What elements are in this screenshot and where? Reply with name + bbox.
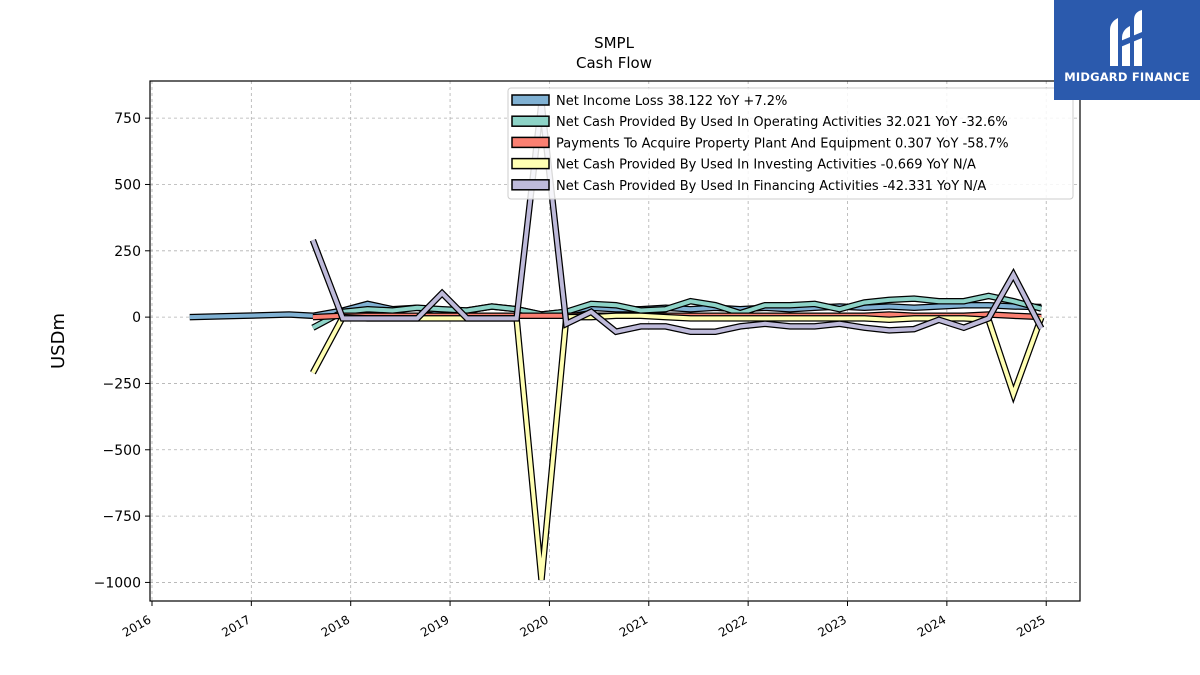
y-tick-label: 500 — [114, 177, 141, 193]
series-3-outline — [310, 312, 1045, 581]
y-tick-label: 0 — [132, 310, 141, 326]
plot-frame — [149, 80, 1081, 602]
y-tick-label: −750 — [103, 509, 141, 525]
legend-entry: Net Cash Provided By Used In Investing A… — [556, 158, 976, 173]
y-axis-label: USDm — [48, 313, 69, 369]
x-tick-label: 2016 — [120, 612, 153, 639]
legend-entry: Net Cash Provided By Used In Financing A… — [556, 179, 986, 194]
y-axis-ticks: −1000 −750 −500 −250 0 250 500 750 — [94, 111, 150, 591]
series-1-line — [311, 293, 1042, 330]
brand-logo: MIDGARD FINANCE — [1054, 0, 1200, 100]
series-4-line — [311, 101, 1044, 334]
legend-entry: Net Income Loss 38.122 YoY +7.2% — [556, 94, 787, 109]
chart-title: SMPL — [594, 34, 635, 52]
x-axis-ticks: 2016 2017 2018 2019 2020 2021 2022 2023 2024 2025 — [120, 601, 1048, 640]
y-tick-label: 250 — [114, 244, 141, 260]
series-3-line — [311, 313, 1044, 580]
y-tick-label: 750 — [114, 111, 141, 127]
legend-swatch — [511, 115, 550, 127]
y-tick-label: −1000 — [94, 575, 141, 591]
legend-box — [507, 87, 1074, 200]
legend-entry: Payments To Acquire Property Plant And E… — [556, 136, 1009, 151]
series-lines — [189, 101, 1045, 581]
x-tick-label: 2018 — [319, 612, 352, 639]
x-tick-label: 2021 — [617, 612, 650, 639]
x-tick-label: 2017 — [219, 612, 252, 639]
x-tick-label: 2020 — [517, 612, 550, 639]
legend: Net Income Loss 38.122 YoY +7.2% Net Cash… — [507, 87, 1074, 200]
x-tick-label: 2023 — [816, 612, 849, 639]
y-tick-label: −250 — [103, 376, 141, 392]
y-tick-label: −500 — [103, 443, 141, 459]
logo-mark-icon — [1110, 10, 1142, 66]
legend-swatch — [511, 94, 550, 106]
x-tick-label: 2019 — [418, 612, 451, 639]
legend-swatch — [511, 136, 550, 149]
legend-entry: Net Cash Provided By Used In Operating A… — [556, 115, 1008, 130]
brand-name: MIDGARD FINANCE — [1064, 70, 1190, 84]
x-tick-label: 2024 — [915, 612, 948, 639]
chart-subtitle: Cash Flow — [576, 54, 652, 72]
legend-swatch — [511, 157, 550, 170]
legend-swatch — [511, 179, 550, 191]
x-tick-label: 2022 — [716, 612, 749, 639]
x-tick-label: 2025 — [1014, 612, 1047, 639]
